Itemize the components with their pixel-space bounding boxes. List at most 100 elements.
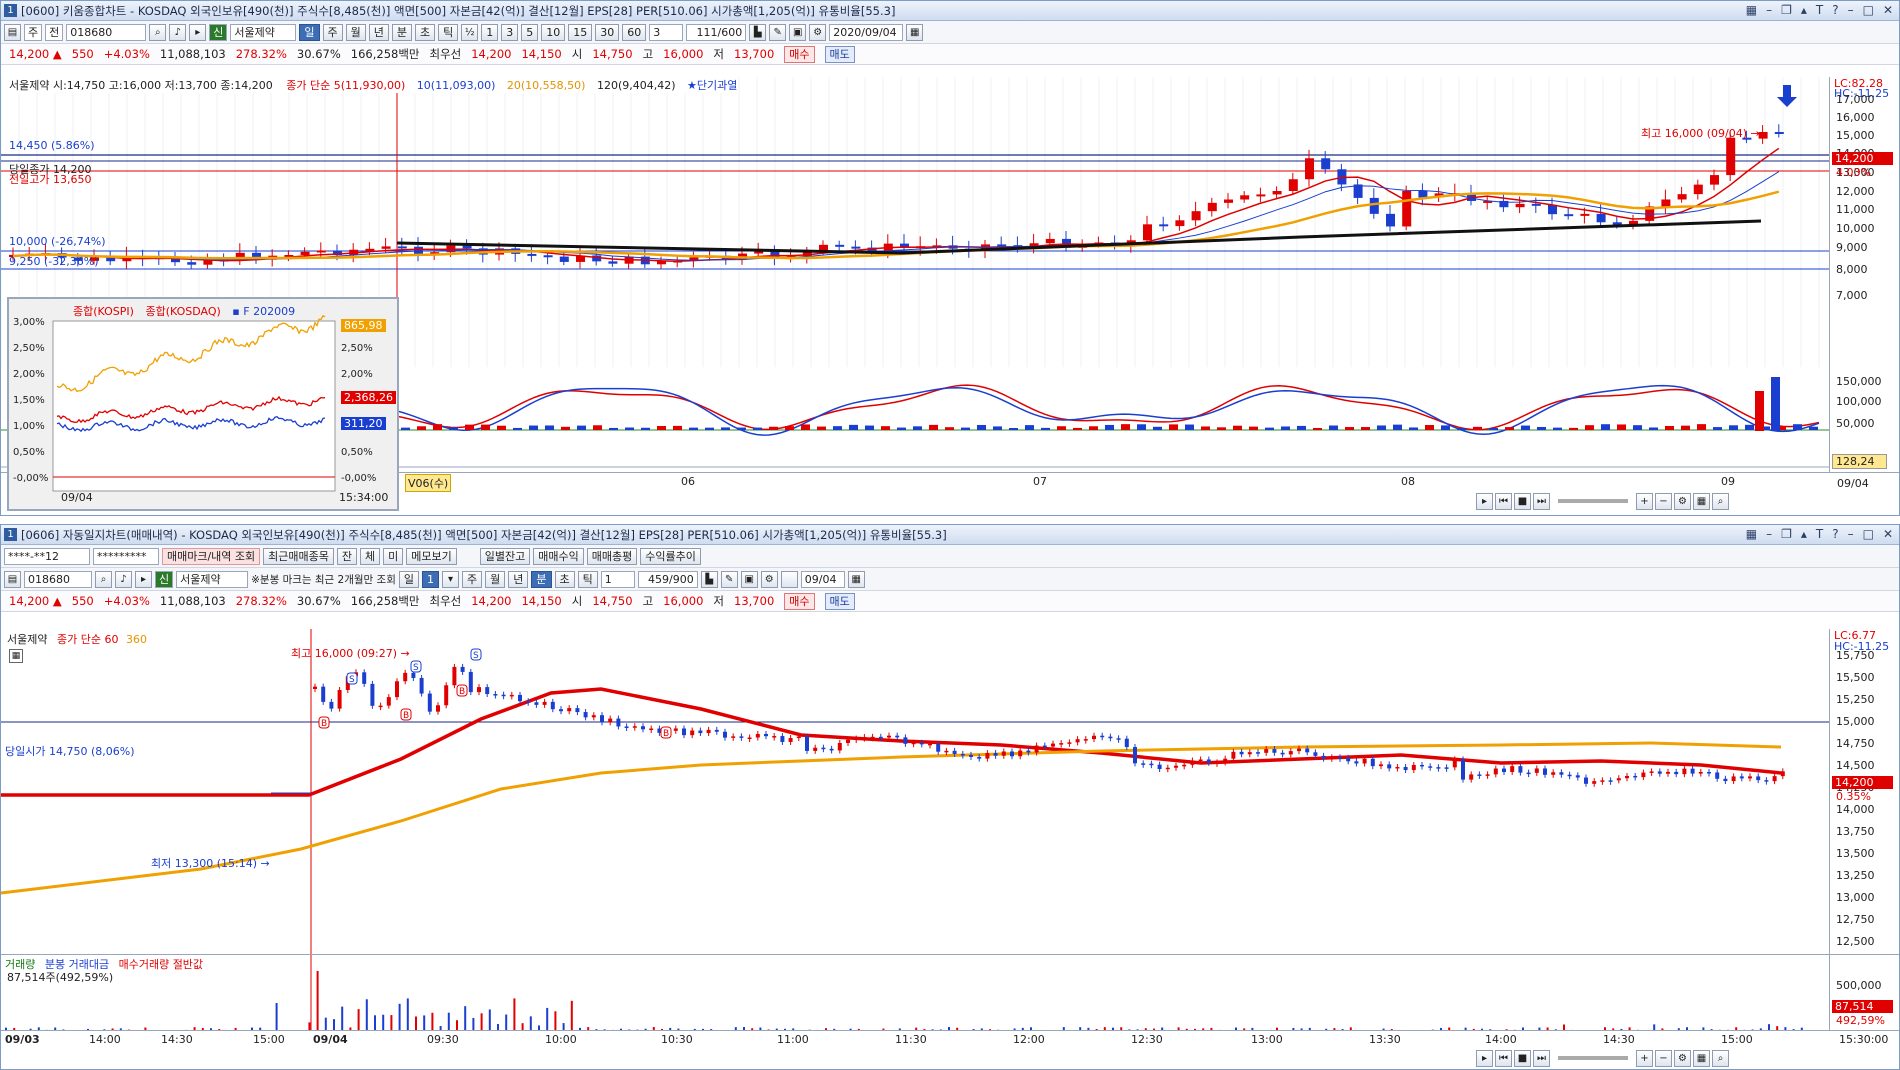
restore-icon-2[interactable]: ❐: [1781, 527, 1792, 541]
date-input-2[interactable]: 09/04: [800, 570, 845, 588]
period-year-2[interactable]: 년: [508, 570, 529, 588]
password-input[interactable]: *********: [93, 547, 159, 565]
minimize2-icon-2[interactable]: –: [1847, 527, 1854, 541]
sell-button-2[interactable]: 매도: [824, 592, 855, 610]
zoom-in-icon[interactable]: +: [1636, 492, 1653, 510]
menu-icon[interactable]: ▤: [4, 23, 21, 41]
tick-30[interactable]: 30: [595, 23, 620, 41]
period-minute-2[interactable]: 분: [531, 570, 552, 588]
search-icon[interactable]: ⌕: [149, 23, 167, 41]
arrow-icon-2[interactable]: ▸: [135, 570, 152, 588]
help-icon-2[interactable]: ?: [1832, 527, 1839, 541]
sort-icon[interactable]: ▴: [1800, 3, 1807, 17]
grid2-icon-2[interactable]: ▦: [1693, 1049, 1710, 1067]
zoom-slider[interactable]: [1558, 499, 1628, 503]
buy-button-2[interactable]: 매수: [784, 592, 815, 610]
sell-button[interactable]: 매도: [824, 45, 855, 63]
account-select[interactable]: ****-**12: [4, 547, 90, 565]
scroll-right-icon-2[interactable]: ▸: [1476, 1049, 1493, 1067]
count-input-2[interactable]: 459/900: [637, 570, 698, 588]
index-inset[interactable]: 3,00% 2,50% 2,00% 1,50% 1,00% 0,50% -0,00% 2,50…: [7, 297, 399, 511]
first-icon-2[interactable]: ⏮: [1495, 1049, 1512, 1067]
close-icon[interactable]: ✕: [1882, 3, 1893, 17]
speaker-icon[interactable]: ♪: [169, 23, 187, 41]
tick-60[interactable]: 60: [622, 23, 647, 41]
memo-button[interactable]: 메모보기: [406, 547, 457, 565]
speaker-icon-2[interactable]: ♪: [115, 570, 132, 588]
help-icon[interactable]: ?: [1832, 3, 1839, 17]
zoom-slider-2[interactable]: [1558, 1056, 1628, 1060]
gear-icon[interactable]: ⚙: [809, 23, 827, 41]
count-input[interactable]: 111/600: [686, 23, 747, 41]
trade-mark-query-button[interactable]: 매매마크/내역 조회: [162, 547, 261, 565]
stop-icon[interactable]: ■: [1514, 492, 1531, 510]
sort-icon-2[interactable]: ▴: [1800, 527, 1807, 541]
checkbox-icon-2[interactable]: [780, 570, 798, 588]
range-select[interactable]: 전: [45, 23, 64, 41]
period-tick-2[interactable]: 틱: [577, 570, 598, 588]
tool-icon-2[interactable]: ⚙: [1674, 1049, 1691, 1067]
draw-icon[interactable]: ✎: [769, 23, 787, 41]
calc-icon[interactable]: ▦: [9, 649, 23, 663]
magnifier-icon[interactable]: ⌕: [1712, 492, 1729, 510]
magnifier-icon-2[interactable]: ⌕: [1712, 1049, 1729, 1067]
tool-icon[interactable]: ⚙: [1674, 492, 1691, 510]
period-1-2[interactable]: 1: [422, 570, 439, 588]
period-week-2[interactable]: 주: [462, 570, 483, 588]
trade-review-button[interactable]: 매매총평: [586, 547, 638, 565]
period-month[interactable]: 월: [345, 23, 366, 41]
period-second-2[interactable]: 초: [554, 570, 575, 588]
recent-trades-button[interactable]: 최근매매종목: [263, 547, 334, 565]
close-icon-2[interactable]: ✕: [1882, 527, 1893, 541]
tick-5[interactable]: 5: [521, 23, 539, 41]
last-icon[interactable]: ⏭: [1533, 492, 1550, 510]
period-minute[interactable]: 분: [391, 23, 412, 41]
zoom-out-icon[interactable]: −: [1655, 492, 1672, 510]
period-tick[interactable]: 틱: [438, 23, 459, 41]
grid-icon-2[interactable]: ▦: [1745, 527, 1758, 541]
trade-profit-button[interactable]: 매매수익: [533, 547, 584, 565]
search-icon-2[interactable]: ⌕: [95, 570, 112, 588]
daily-balance-button[interactable]: 일별잔고: [479, 547, 531, 565]
market-select[interactable]: 주: [24, 23, 43, 41]
arrow-icon[interactable]: ▸: [189, 23, 207, 41]
volume-chart[interactable]: 거래량 분봉 거래대금 매수거래량 절반값 87,514주(492,59%): [1, 954, 1829, 1031]
filled-button[interactable]: 체: [360, 547, 381, 565]
tick-15[interactable]: 15: [568, 23, 593, 41]
period-second[interactable]: 초: [415, 23, 436, 41]
balance-button[interactable]: 잔: [336, 547, 358, 565]
grid2-icon[interactable]: ▦: [1693, 492, 1710, 510]
chart-type-icon[interactable]: ▙: [749, 23, 767, 41]
restore-icon[interactable]: ❐: [1781, 3, 1792, 17]
half-icon[interactable]: ½: [461, 23, 479, 41]
menu-icon-2[interactable]: ▤: [4, 570, 21, 588]
calendar-icon[interactable]: ▦: [906, 23, 924, 41]
minimize-icon[interactable]: –: [1766, 3, 1773, 17]
save-icon[interactable]: ▣: [789, 23, 807, 41]
tick-1[interactable]: 1: [481, 23, 499, 41]
code-input-2[interactable]: 018680: [24, 570, 92, 588]
maximize-icon-2[interactable]: □: [1862, 527, 1874, 541]
buy-button[interactable]: 매수: [784, 45, 815, 63]
period-year[interactable]: 년: [368, 23, 389, 41]
tick-10[interactable]: 10: [541, 23, 566, 41]
chart-type-icon-2[interactable]: ▙: [700, 570, 718, 588]
dropdown-icon-2[interactable]: ▾: [442, 570, 459, 588]
minimize2-icon[interactable]: –: [1847, 3, 1854, 17]
period-day[interactable]: 일: [299, 23, 320, 41]
calendar-icon-2[interactable]: ▦: [847, 570, 865, 588]
zoom-in-icon-2[interactable]: +: [1636, 1049, 1653, 1067]
last-icon-2[interactable]: ⏭: [1533, 1049, 1550, 1067]
zoom-out-icon-2[interactable]: −: [1655, 1049, 1672, 1067]
minimize-icon-2[interactable]: –: [1766, 527, 1773, 541]
minute-chart[interactable]: B S B S B S B 서울제약 종가 단순 60 360 ▦ 최고 16,000 (0…: [1, 629, 1829, 954]
draw-icon-2[interactable]: ✎: [720, 570, 738, 588]
return-trend-button[interactable]: 수익률추이: [640, 547, 701, 565]
text-icon-2[interactable]: T: [1815, 527, 1824, 541]
date-input[interactable]: 2020/09/04: [829, 23, 904, 41]
save-icon-2[interactable]: ▣: [740, 570, 758, 588]
code-input[interactable]: 018680: [66, 23, 147, 41]
tick-3[interactable]: 3: [501, 23, 519, 41]
maximize-icon[interactable]: □: [1862, 3, 1874, 17]
interval-select-2[interactable]: 1: [600, 570, 635, 588]
